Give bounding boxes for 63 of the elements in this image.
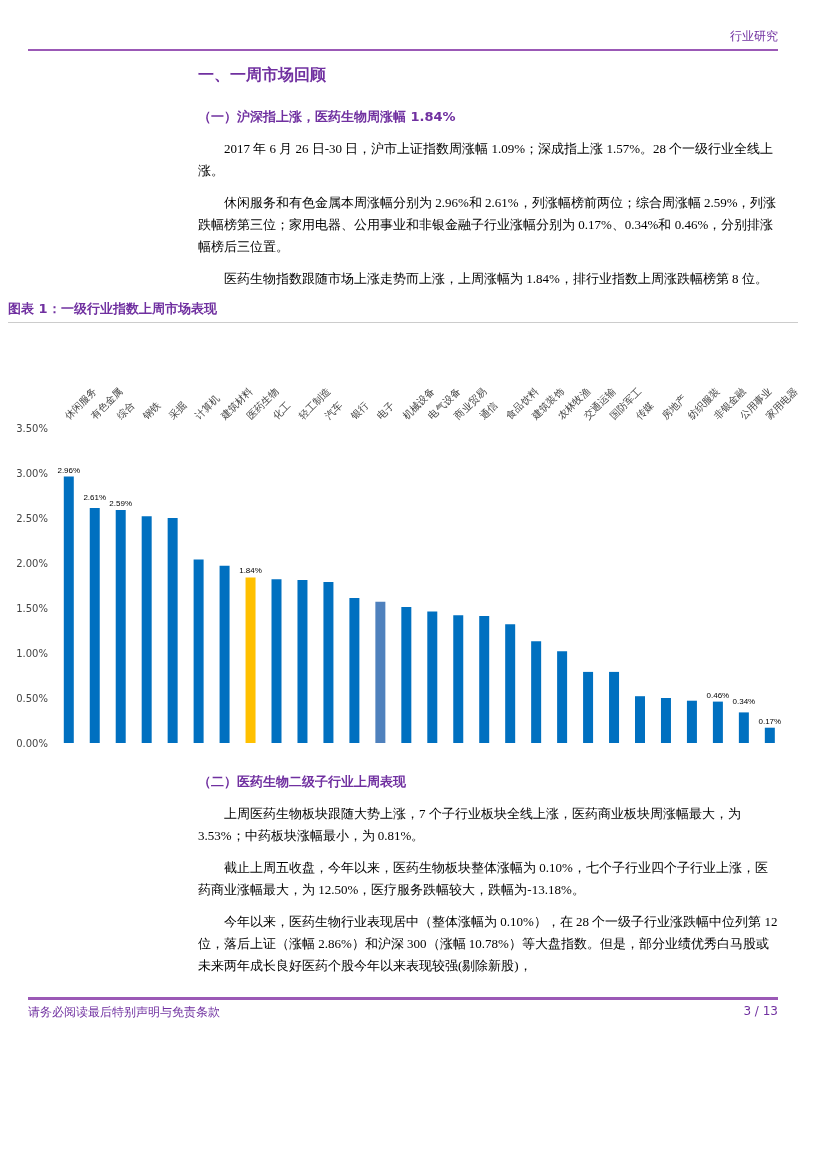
bar [89,508,100,743]
bar [349,598,360,743]
bar [193,559,204,743]
text: 2017 年 6 月 26 日-30 日，沪市上证指数周涨幅 1.09%；深成指上涨 1.57%。28 个一级行业全线上涨。 [198,140,775,180]
text: 医药生物指数跟随市场上涨走势而上涨，上周涨幅为 1.84%，排行业指数上周涨跌幅榜第 8 位。 [223,270,769,288]
text: 今年以来，医药生物行业表现居中（整体涨幅为 0.10%），在 28 个一级子行业涨跌幅中位列第 12 位，落后上证（涨幅 2.86%）和沪深 300（涨幅 10.78%）等大盘指数。但是，部分业绩优秀白马股或未来两年成长良好医药个股今年以来表现较强(剔除新股)， [198,913,778,975]
data-label: 1.84% [239,566,262,576]
data-label: 2.59% [109,498,133,508]
text: 截止上周五收盘，今年以来，医药生物板块整体涨幅为 0.10%，七个子行业四个子行业上涨，医药商业涨幅最大，为 12.50%，医疗服务跌幅较大，跌幅为-13.18%。 [198,859,769,899]
bar [764,727,775,743]
bar [453,615,464,743]
text: 3 / 13 [743,1004,778,1020]
bar [375,601,386,743]
text: 休闲服务和有色金属本周涨幅分别为 2.96%和 2.61%，列涨幅榜前两位；综合周涨幅 2.59%，列涨跌幅榜第三位；家用电器、公用事业和非银金融子行业涨幅分别为 0.17%、0.34%和 0.46%，分别排涨幅榜后三位置。 [198,194,778,256]
bar [479,616,490,743]
bar [115,509,126,743]
bar [63,476,74,743]
bar [271,579,282,743]
bar [401,607,412,743]
data-label: 0.17% [758,716,782,726]
x-tick-label: 电子 [374,399,397,422]
bar [583,671,594,743]
text: 请务必阅读最后特别声明与免责条款 [28,1004,220,1021]
y-tick-label: 3.50% [16,422,48,434]
bar [167,518,178,743]
x-tick-label: 钢铁 [139,399,163,423]
x-tick-label: 计算机 [192,392,222,422]
x-tick-label: 房地产 [659,392,689,422]
bar [609,671,620,743]
bar [427,611,438,743]
data-label: 2.96% [57,465,81,475]
data-label: 0.46% [706,690,730,700]
y-tick-label: 2.00% [16,557,48,569]
text: （二）医药生物二级子行业上周表现 [198,773,407,791]
text: 上周医药生物板块跟随大势上涨，7 个子行业板块全线上涨，医药商业板块周涨幅最大，为 3.53%；中药板块涨幅最小，为 0.81%。 [198,805,742,845]
bar [219,565,230,743]
text: 一、一周市场回顾 [198,65,327,86]
bar [531,641,542,743]
bar [245,577,256,743]
y-tick-label: 0.50% [16,692,48,704]
bar [557,651,568,743]
y-tick-label: 1.00% [16,647,48,659]
y-tick-label: 2.50% [16,512,48,524]
x-tick-label: 银行 [347,399,371,423]
data-label: 0.34% [732,697,756,707]
bar [660,698,671,743]
bar [738,712,749,743]
y-tick-label: 3.00% [16,467,48,479]
data-label: 2.61% [83,493,107,503]
bar [712,701,723,743]
chart-title: 图表 1：一级行业指数上周市场表现 [8,300,798,323]
y-tick-label: 1.50% [16,602,48,614]
bar [505,624,516,743]
y-tick-label: 0.00% [16,737,48,749]
text: （一）沪深指上涨，医药生物周涨幅 1.84% [198,108,457,126]
x-tick-label: 采掘 [166,399,189,422]
bar [141,516,152,743]
bar [297,580,308,743]
bar [323,581,334,743]
bar [635,696,645,743]
text: 行业研究 [28,28,778,51]
x-tick-label: 传媒 [633,399,656,422]
bar [686,700,697,743]
